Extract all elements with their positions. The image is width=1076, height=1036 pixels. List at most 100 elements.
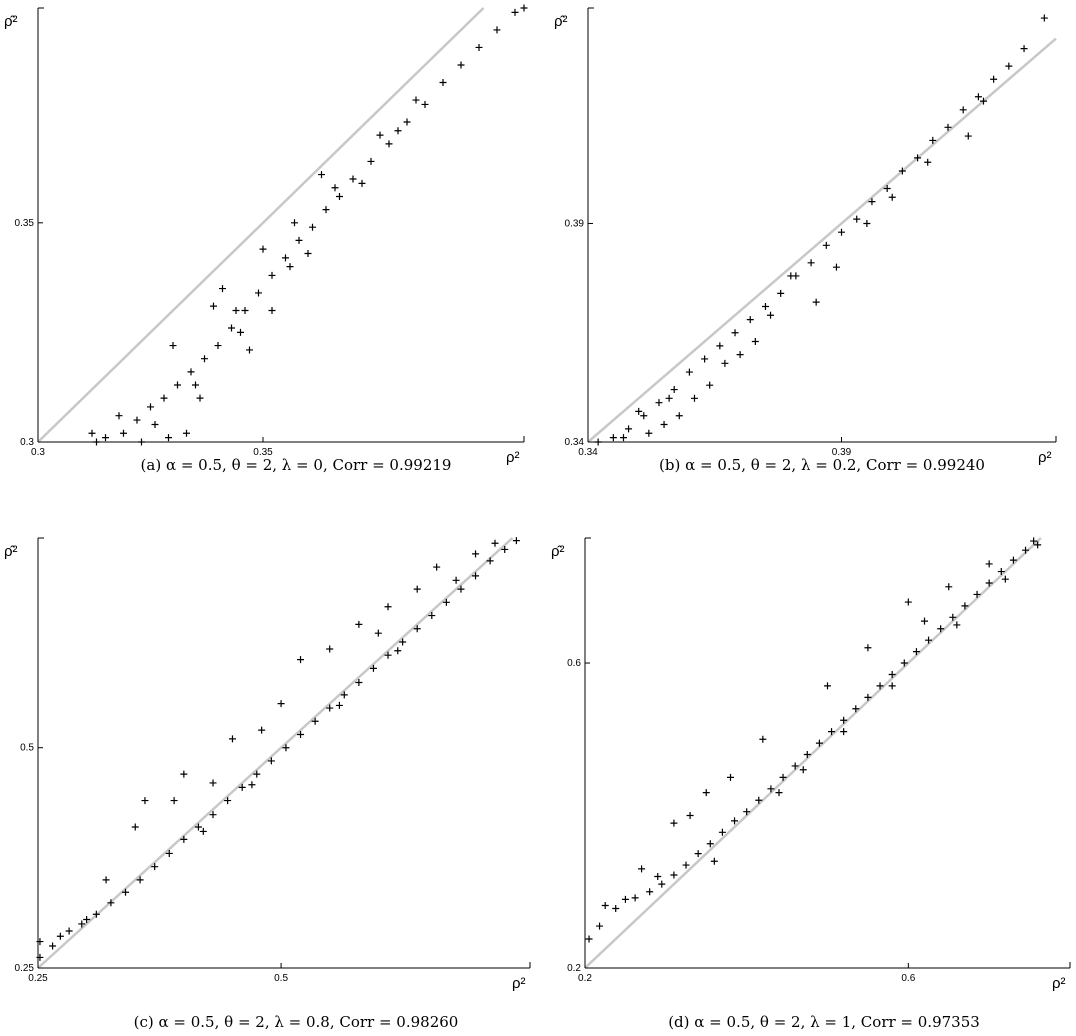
identity-line: [584, 537, 1042, 969]
scatter-point: [210, 302, 217, 310]
panel-caption: (d) α = 0.5, θ = 2, λ = 1, Corr = 0.9735…: [668, 1013, 980, 1031]
scatter-point: [898, 167, 906, 175]
scatter-point: [355, 679, 363, 687]
scatter-point: [888, 670, 896, 678]
scatter-point: [253, 770, 261, 778]
scatter-point: [824, 682, 831, 690]
scatter-point: [491, 539, 499, 547]
scatter-point: [340, 691, 348, 699]
scatter-point: [151, 420, 159, 428]
scatter-point: [779, 773, 787, 781]
scatter-point: [187, 368, 195, 376]
scatter-point: [761, 303, 769, 311]
scatter-point: [475, 43, 483, 51]
scatter-point: [1020, 45, 1028, 53]
scatter-point: [706, 381, 714, 389]
scatter-point: [670, 871, 678, 879]
scatter-point: [102, 876, 110, 884]
scatter-point: [335, 701, 343, 709]
scatter-point: [997, 568, 1005, 576]
scatter-point: [701, 355, 709, 363]
x-ticks: 0.2 0.6: [578, 963, 916, 984]
scatter-point: [228, 735, 236, 743]
scatter-point: [133, 416, 141, 424]
scatter-point: [937, 625, 945, 633]
y-tick-label: 0.25: [15, 963, 35, 974]
scatter-point: [192, 381, 199, 389]
scatter-point: [376, 131, 384, 139]
scatter-point: [1040, 14, 1048, 22]
scatter-point: [232, 306, 240, 314]
panel-b: 0.34 0.39 0.34 0.39 ρ² ρ̂² (b) α = 0.5, θ …: [554, 7, 1057, 474]
scatter-point: [1030, 537, 1038, 545]
scatter-point: [812, 298, 820, 306]
scatter-point: [868, 198, 876, 206]
x-axis-label: ρ²: [506, 449, 520, 466]
scatter-point: [201, 355, 208, 363]
y-tick-label: 0.35: [15, 218, 35, 229]
identity-line: [587, 37, 1057, 443]
scatter-point: [165, 434, 172, 442]
scatter-point: [900, 659, 908, 667]
scatter-point: [682, 861, 690, 869]
scatter-point: [183, 429, 190, 437]
scatter-point: [194, 823, 202, 831]
scatter-point: [209, 811, 217, 819]
scatter-point: [702, 789, 710, 797]
scatter-point: [241, 306, 249, 314]
identity-line: [37, 537, 514, 969]
x-axis-label: ρ²: [512, 975, 526, 992]
scatter-point: [286, 263, 294, 271]
scatter-point: [706, 840, 714, 848]
panel-c: 0.25 0.5 0.25 0.5 ρ² ρ̂² (c) α = 0.5, θ = …: [4, 537, 531, 1031]
scatter-point: [326, 704, 334, 712]
scatter-point: [685, 368, 693, 376]
scatter-point: [493, 26, 501, 34]
x-axis-label: ρ²: [1052, 975, 1066, 992]
scatter-point: [131, 823, 139, 831]
x-ticks: 0.34 0.39: [578, 437, 852, 458]
scatter-point: [815, 739, 823, 747]
scatter-point: [355, 620, 363, 628]
x-axis-label: ρ²: [1038, 449, 1052, 466]
scatter-point: [439, 79, 447, 87]
scatter-point: [49, 942, 57, 950]
scatter-point: [658, 880, 666, 888]
scatter-point: [990, 75, 998, 83]
scatter-point: [670, 819, 678, 827]
scatter-point: [36, 938, 44, 946]
scatter-point: [721, 359, 729, 367]
scatter-point: [864, 693, 872, 701]
scatter-point: [165, 849, 173, 857]
y-ticks: 0.25 0.5: [15, 743, 43, 974]
scatter-point: [413, 585, 421, 593]
scatter-point: [646, 888, 654, 896]
scatter-point: [675, 412, 683, 420]
scatter-point: [832, 263, 840, 271]
scatter-point: [694, 850, 702, 858]
scatter-point: [777, 289, 785, 297]
scatter-point: [403, 118, 411, 126]
scatter-point: [309, 223, 316, 231]
scatter-point: [336, 193, 343, 201]
panel-a: 0.3 0.35 0.3 0.35 ρ² ρ̂² (a) α = 0.5, θ = …: [4, 4, 528, 474]
scatter-point: [945, 583, 953, 591]
scatter-point: [660, 421, 668, 429]
scatter-point: [840, 728, 848, 736]
scatter-point: [1022, 546, 1030, 554]
scatter-point: [959, 106, 967, 114]
scatter-point: [83, 916, 91, 924]
scatter-point: [88, 429, 96, 437]
x-tick-label: 0.35: [253, 447, 273, 458]
scatter-point: [472, 550, 480, 558]
scatter-point: [853, 215, 861, 223]
scatter-point: [655, 399, 663, 407]
panel-caption: (a) α = 0.5, θ = 2, λ = 0, Corr = 0.9921…: [141, 456, 452, 474]
scatter-point: [107, 899, 115, 907]
scatter-point: [78, 920, 86, 928]
scatter-point: [961, 602, 969, 610]
scatter-point: [799, 766, 807, 774]
scatter-point: [151, 863, 159, 871]
scatter-point: [775, 789, 783, 797]
scatter-point: [925, 636, 933, 644]
